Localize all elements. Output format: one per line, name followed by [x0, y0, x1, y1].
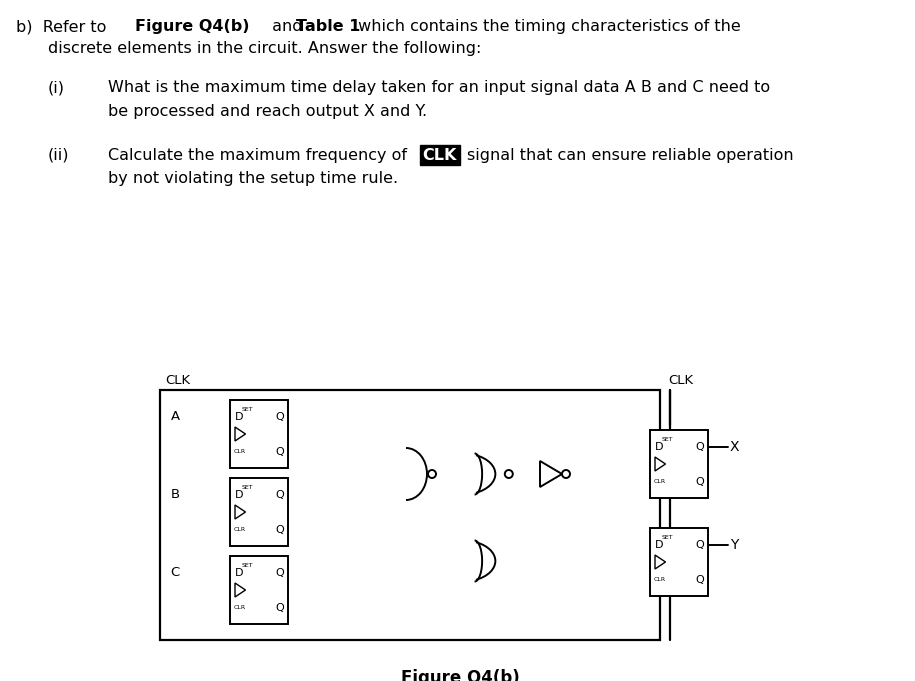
Text: (i): (i): [48, 80, 65, 95]
Text: Figure Q4(b): Figure Q4(b): [401, 669, 520, 681]
Text: CLR: CLR: [654, 479, 666, 484]
Text: SET: SET: [662, 437, 673, 442]
Text: D: D: [655, 442, 663, 452]
Text: signal that can ensure reliable operation: signal that can ensure reliable operatio…: [467, 148, 793, 163]
Text: D: D: [235, 568, 243, 578]
Text: Q: Q: [275, 568, 285, 578]
Text: Q: Q: [695, 477, 705, 487]
Text: D: D: [235, 490, 243, 500]
Text: CLK: CLK: [668, 375, 694, 387]
Text: and: and: [267, 19, 307, 34]
Text: Q: Q: [275, 490, 285, 500]
Text: discrete elements in the circuit. Answer the following:: discrete elements in the circuit. Answer…: [48, 41, 481, 56]
Text: Table 1: Table 1: [296, 19, 360, 34]
Text: b)  Refer to: b) Refer to: [16, 19, 112, 34]
Text: Q: Q: [695, 540, 705, 550]
Polygon shape: [235, 505, 245, 519]
Text: CLK: CLK: [165, 375, 190, 387]
Polygon shape: [540, 461, 562, 487]
Bar: [230, 400, 288, 468]
Text: by not violating the setup time rule.: by not violating the setup time rule.: [108, 171, 398, 186]
Text: Q: Q: [275, 603, 285, 613]
Text: CLR: CLR: [234, 605, 246, 610]
Text: C: C: [170, 567, 179, 580]
Bar: [230, 478, 288, 546]
Text: Calculate the maximum frequency of: Calculate the maximum frequency of: [108, 148, 412, 163]
Polygon shape: [655, 457, 665, 471]
Text: B: B: [170, 488, 179, 501]
Text: CLR: CLR: [654, 577, 666, 582]
Text: What is the maximum time delay taken for an input signal data A B and C need to: What is the maximum time delay taken for…: [108, 80, 770, 95]
Bar: [230, 556, 288, 624]
Text: SET: SET: [242, 563, 253, 568]
Polygon shape: [655, 555, 665, 569]
Text: Q: Q: [275, 524, 285, 535]
Text: SET: SET: [242, 485, 253, 490]
Text: D: D: [655, 540, 663, 550]
Text: Figure Q4(b): Figure Q4(b): [135, 19, 250, 34]
Text: be processed and reach output X and Y.: be processed and reach output X and Y.: [108, 104, 427, 118]
Text: which contains the timing characteristics of the: which contains the timing characteristic…: [353, 19, 741, 34]
Text: (ii): (ii): [48, 148, 69, 163]
Polygon shape: [235, 427, 245, 441]
Text: SET: SET: [662, 535, 673, 540]
Text: Q: Q: [275, 447, 285, 457]
Text: X: X: [729, 440, 738, 454]
Bar: [160, 390, 660, 640]
Text: Y: Y: [730, 538, 738, 552]
Text: Q: Q: [695, 575, 705, 585]
Text: D: D: [235, 412, 243, 422]
Text: A: A: [170, 411, 179, 424]
Text: CLK: CLK: [423, 148, 458, 163]
Polygon shape: [235, 583, 245, 597]
Bar: [650, 528, 708, 596]
Text: Q: Q: [695, 442, 705, 452]
Text: Q: Q: [275, 412, 285, 422]
Text: SET: SET: [242, 407, 253, 412]
Text: CLR: CLR: [234, 527, 246, 532]
Bar: [650, 430, 708, 498]
Text: CLR: CLR: [234, 449, 246, 454]
